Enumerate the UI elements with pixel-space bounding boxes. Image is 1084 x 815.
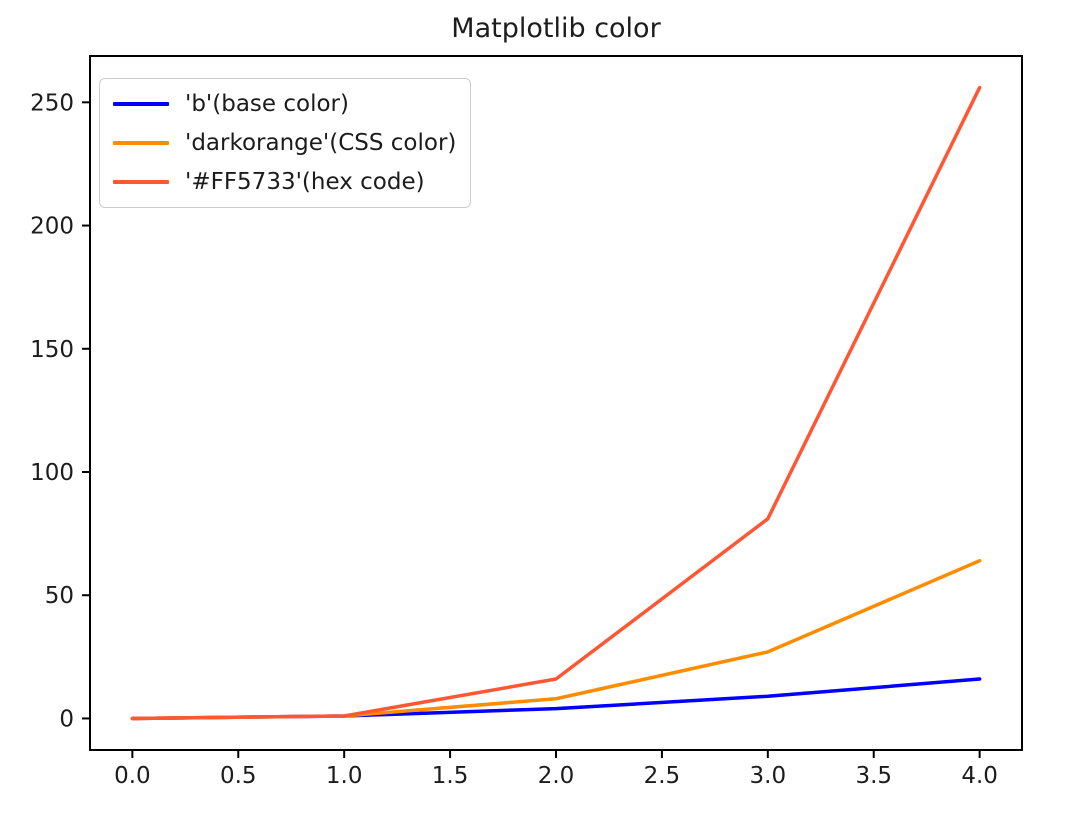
- legend-item: 'b'(base color): [113, 90, 456, 118]
- x-tick-label: 1.0: [326, 763, 363, 789]
- y-tick-label: 100: [30, 460, 74, 486]
- legend-swatch: [113, 180, 169, 184]
- y-tick-label: 50: [45, 583, 74, 609]
- legend-item: 'darkorange'(CSS color): [113, 129, 456, 157]
- legend-label: '#FF5733'(hex code): [185, 169, 425, 195]
- x-tick-label: 4.0: [961, 763, 998, 789]
- legend-label: 'darkorange'(CSS color): [185, 130, 457, 156]
- legend-swatch: [113, 102, 169, 106]
- x-tick-label: 2.5: [644, 763, 681, 789]
- legend-label: 'b'(base color): [185, 91, 349, 117]
- x-tick-label: 0.5: [220, 763, 257, 789]
- y-tick-label: 250: [30, 90, 74, 116]
- data-line: [130, 85, 982, 721]
- legend-swatch: [113, 141, 169, 145]
- x-tick-label: 0.0: [114, 763, 151, 789]
- x-tick-label: 1.5: [432, 763, 469, 789]
- data-line: [130, 558, 982, 721]
- legend: 'b'(base color) 'darkorange'(CSS color) …: [99, 78, 472, 208]
- y-tick-label: 0: [59, 706, 74, 732]
- y-tick-label: 200: [30, 214, 74, 240]
- x-tick-label: 3.0: [750, 763, 787, 789]
- legend-item: '#FF5733'(hex code): [113, 168, 456, 196]
- x-tick-label: 3.5: [855, 763, 892, 789]
- chart-title: Matplotlib color: [451, 13, 661, 44]
- axes-frame: [89, 55, 1023, 751]
- y-tick-label: 150: [30, 337, 74, 363]
- x-tick-label: 2.0: [538, 763, 575, 789]
